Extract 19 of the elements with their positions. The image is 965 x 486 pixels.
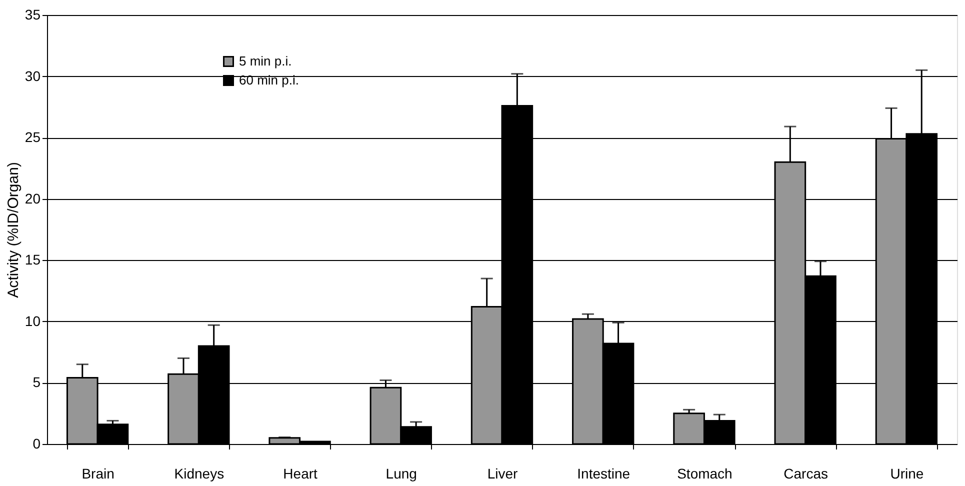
x-tick-label: Carcas <box>784 466 828 482</box>
y-tick-label: 35 <box>24 6 41 22</box>
y-tick-label: 30 <box>24 68 41 84</box>
x-tick-label: Brain <box>82 466 114 482</box>
y-tick-label: 10 <box>24 312 41 329</box>
y-tick-label: 0 <box>32 436 41 452</box>
y-axis-title: Activity (%ID/Organ) <box>4 162 22 298</box>
x-tick-label: Lung <box>386 466 417 482</box>
y-tick-label: 15 <box>24 252 41 268</box>
x-tick-label: Liver <box>487 466 518 482</box>
x-tick-label: Kidneys <box>174 466 224 482</box>
x-tick-label: Intestine <box>577 466 630 482</box>
x-tick-label: Heart <box>283 466 318 482</box>
legend-label: 5 min p.i. <box>239 54 292 68</box>
y-tick-label: 20 <box>24 190 41 206</box>
y-tick-label: 25 <box>24 129 41 146</box>
x-tick-label: Stomach <box>677 466 732 482</box>
x-tick-label: Urine <box>890 466 924 482</box>
y-tick-label: 5 <box>32 374 41 390</box>
